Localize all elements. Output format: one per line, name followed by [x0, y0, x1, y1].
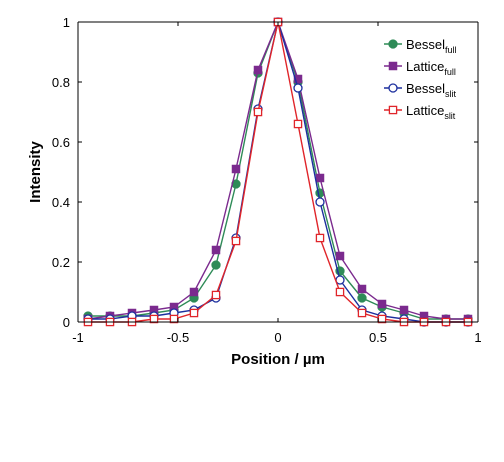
data-point [211, 245, 221, 255]
data-point [149, 314, 159, 324]
x-axis-label: Position / µm [231, 351, 325, 368]
data-point [189, 308, 199, 318]
axes: -1 -0.5 0 0.5 1 0 0.2 0.4 0.6 0.8 1 [52, 15, 482, 345]
data-point [211, 290, 221, 300]
data-point [315, 197, 325, 207]
plot-area [78, 22, 478, 322]
data-point [231, 164, 241, 174]
data-point [357, 308, 367, 318]
data-point [211, 260, 221, 270]
y-tick-label: 0.6 [52, 135, 70, 150]
x-tick-label: -0.5 [167, 330, 189, 345]
data-point [293, 83, 303, 93]
y-tick-label: 0 [63, 315, 70, 330]
y-tick-label: 0.4 [52, 195, 70, 210]
data-point [399, 305, 409, 315]
data-point [293, 119, 303, 129]
legend-entry: Besselslit [384, 81, 457, 99]
legend-entry: Latticeslit [384, 103, 456, 121]
legend-label: Besselslit [406, 81, 457, 99]
legend-entry: Besselfull [384, 37, 457, 55]
legend-marker [388, 61, 398, 71]
data-point [315, 173, 325, 183]
legend-label: Latticefull [406, 59, 456, 77]
legend-entry: Latticefull [384, 59, 456, 77]
legend-label: Besselfull [406, 37, 457, 55]
x-tick-label: 0 [274, 330, 281, 345]
data-point [335, 251, 345, 261]
y-tick-label: 0.8 [52, 75, 70, 90]
data-point [357, 284, 367, 294]
data-point [253, 65, 263, 75]
data-point [357, 293, 367, 303]
x-tick-label: 0.5 [369, 330, 387, 345]
legend-marker [388, 105, 398, 115]
legend: Besselfull Latticefull Besselslit Latticesl… [384, 37, 457, 121]
data-point [377, 299, 387, 309]
legend-marker [388, 39, 398, 49]
y-tick-label: 1 [63, 15, 70, 30]
x-tick-label: -1 [72, 330, 84, 345]
data-point [315, 233, 325, 243]
data-point [293, 74, 303, 84]
data-point [231, 236, 241, 246]
data-point [335, 287, 345, 297]
y-axis-label: Intensity [27, 141, 44, 203]
legend-label: Latticeslit [406, 103, 456, 121]
x-tick-label: 1 [474, 330, 481, 345]
data-point [253, 107, 263, 117]
data-point [189, 287, 199, 297]
legend-marker [388, 83, 398, 93]
y-tick-label: 0.2 [52, 255, 70, 270]
